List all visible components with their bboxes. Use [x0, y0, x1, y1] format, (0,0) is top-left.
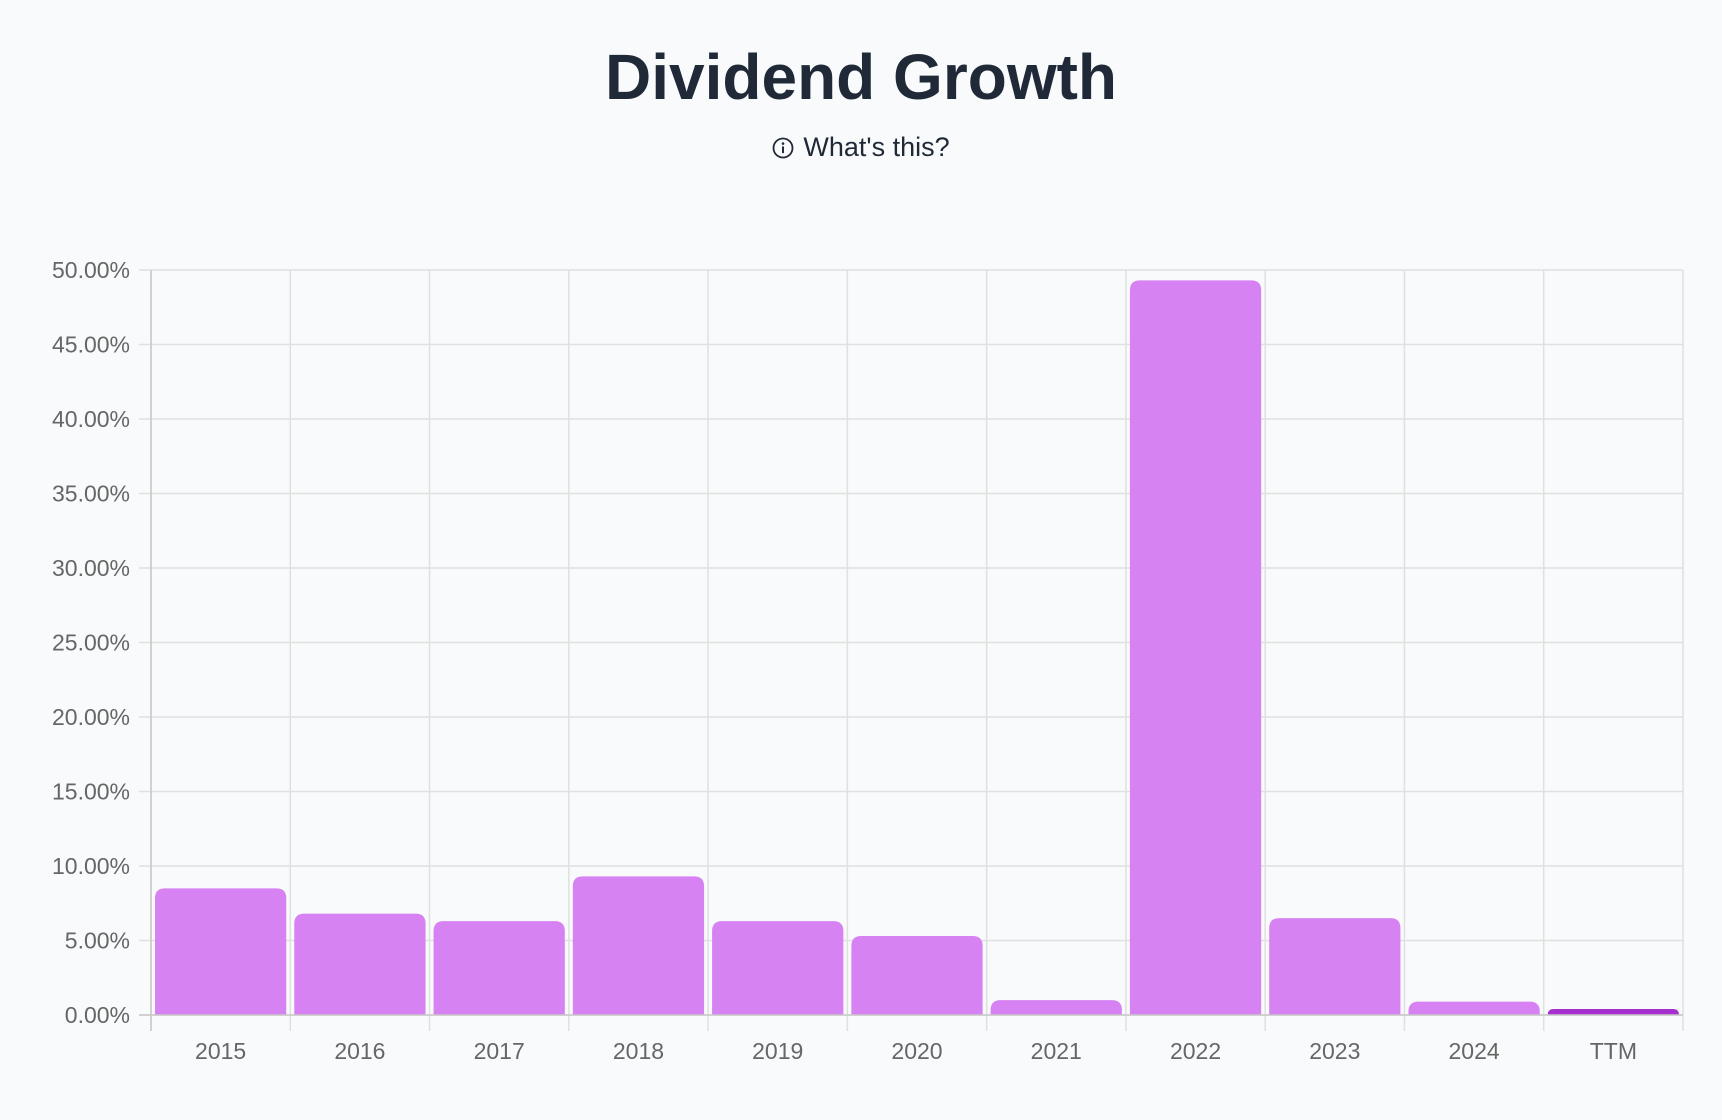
y-tick-label: 40.00% [52, 406, 130, 432]
x-tick-label: 2023 [1309, 1038, 1360, 1064]
chart-title: Dividend Growth [605, 41, 1117, 113]
whats-this-link[interactable]: What's this? [0, 132, 1722, 163]
y-tick-label: 0.00% [65, 1002, 130, 1028]
bar-2017[interactable] [433, 921, 565, 1015]
y-tick-label: 5.00% [65, 928, 130, 954]
y-tick-label: 50.00% [52, 257, 130, 283]
x-tick-label: 2020 [891, 1038, 942, 1064]
x-axis-tick-labels: 2015 2016 2017 2018 2019 2020 2021 2022 2023 2024… [195, 1038, 1637, 1064]
y-tick-label: 25.00% [52, 630, 130, 656]
x-tick-label: 2024 [1449, 1038, 1500, 1064]
x-tick-label: 2018 [613, 1038, 664, 1064]
y-tick-label: 10.00% [52, 853, 130, 879]
y-axis-tick-labels: 0.00% 5.00% 10.00% 15.00% 20.00% 25.00% 30.00%… [52, 257, 130, 1028]
x-tick-label: 2022 [1170, 1038, 1221, 1064]
x-tick-label: 2015 [195, 1038, 246, 1064]
whats-this-label: What's this? [803, 132, 950, 162]
axes [139, 270, 1683, 1031]
bar-2020[interactable] [851, 936, 983, 1015]
bar-2016[interactable] [294, 913, 426, 1015]
bar-2024[interactable] [1408, 1001, 1540, 1015]
x-tick-label: 2021 [1031, 1038, 1082, 1064]
bar-2018[interactable] [572, 876, 705, 1015]
bar-2019[interactable] [712, 921, 844, 1015]
y-tick-label: 30.00% [52, 555, 130, 581]
bar-2021[interactable] [990, 1000, 1122, 1015]
bar-2015[interactable] [155, 888, 287, 1015]
x-tick-label: 2017 [474, 1038, 525, 1064]
x-tick-label: 2019 [752, 1038, 803, 1064]
bar-ttm[interactable] [1547, 1009, 1679, 1015]
y-tick-label: 15.00% [52, 779, 130, 805]
y-tick-label: 20.00% [52, 704, 130, 730]
info-icon [772, 137, 794, 159]
bar-2022[interactable] [1129, 280, 1262, 1015]
y-tick-label: 35.00% [52, 481, 130, 507]
x-tick-label: 2016 [334, 1038, 385, 1064]
x-tick-label: TTM [1590, 1038, 1637, 1064]
bars [155, 280, 1679, 1015]
bar-2023[interactable] [1269, 918, 1401, 1015]
y-tick-label: 45.00% [52, 332, 130, 358]
